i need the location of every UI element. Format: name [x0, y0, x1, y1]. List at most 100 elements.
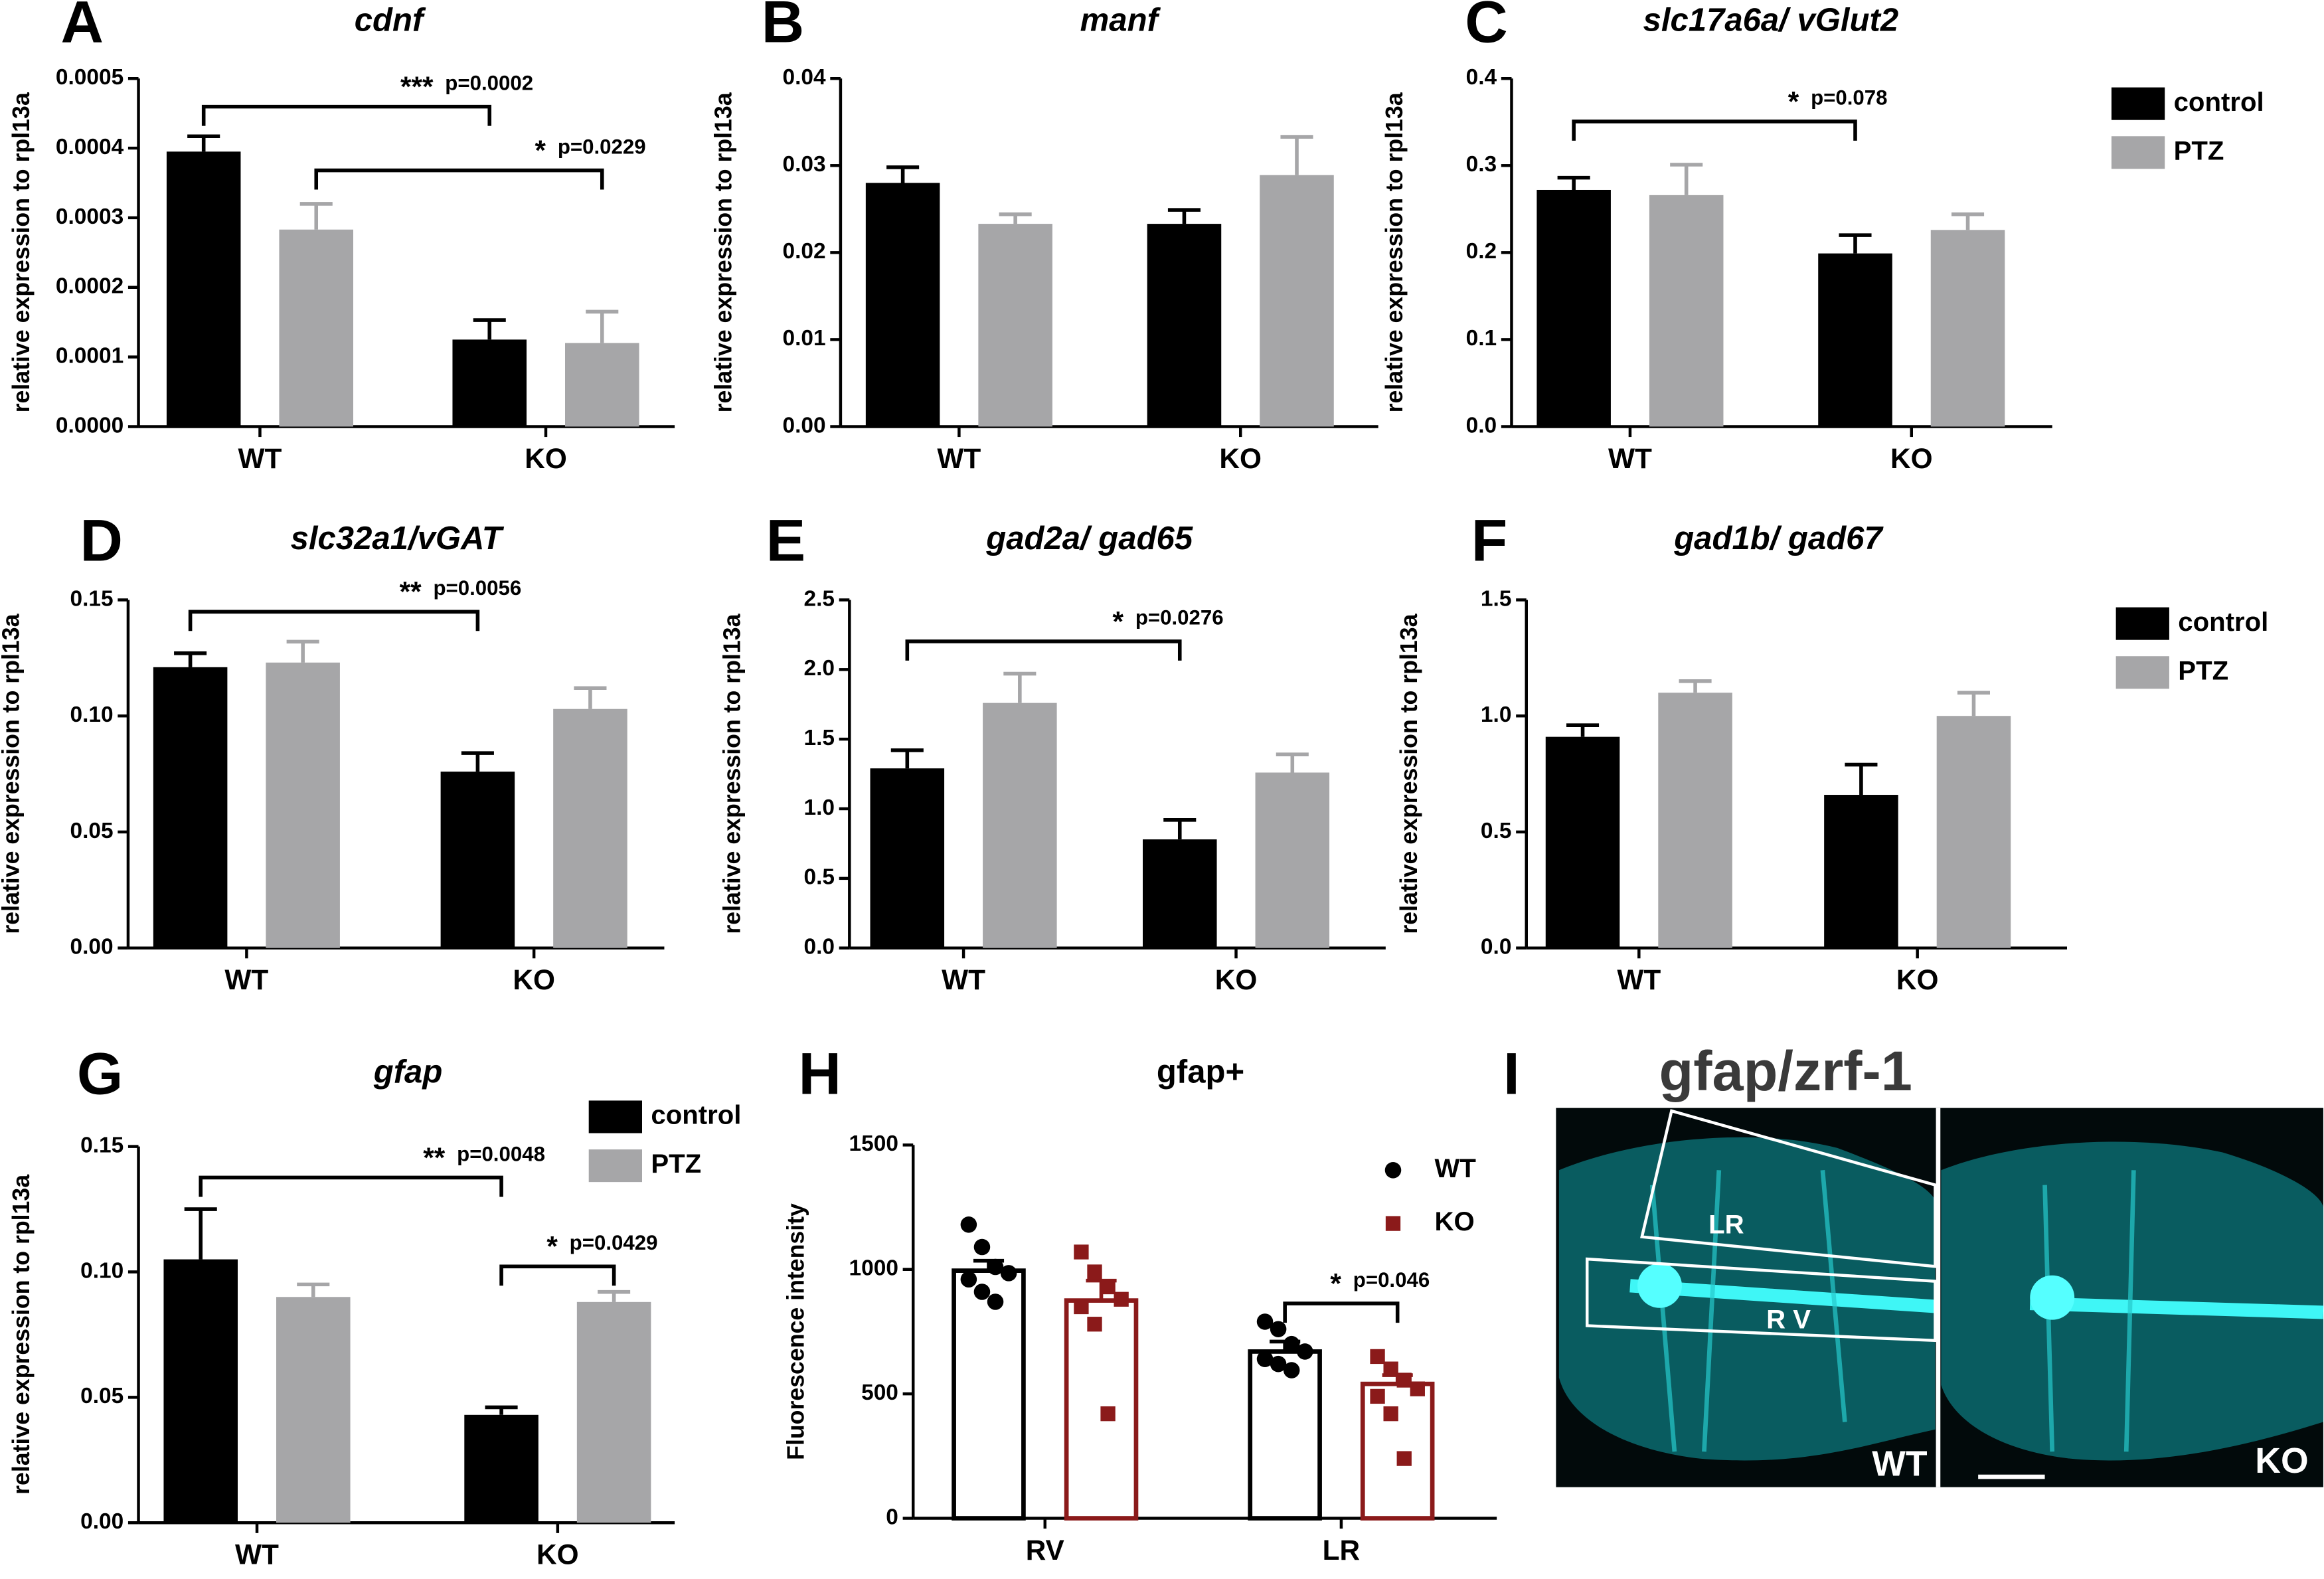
y-tick-label: 0.01: [782, 326, 825, 351]
x-tick-label: KO: [1215, 964, 1258, 995]
y-tick-label: 1500: [849, 1131, 898, 1156]
error-bar: [187, 134, 220, 152]
legend-marker: [1384, 1162, 1402, 1179]
data-point: [1383, 1361, 1398, 1376]
y-tick-label: 0.02: [782, 239, 825, 264]
y-tick-label: 0.10: [70, 703, 113, 727]
y-axis-label: relative expression to rpl13a: [8, 1174, 35, 1495]
data-point: [1087, 1264, 1102, 1280]
error-bar: [299, 202, 333, 230]
error-bar: [1167, 208, 1201, 224]
x-tick-label: WT: [235, 1539, 279, 1570]
significance-bracket: [201, 104, 492, 126]
chart-title: slc17a6a/ vGlut2: [1643, 2, 1899, 38]
y-tick-label: 2.0: [803, 656, 835, 681]
legend-label: KO: [1434, 1206, 1474, 1236]
significance-stars: **: [423, 1142, 445, 1173]
p-value: p=0.0048: [457, 1142, 545, 1165]
y-axis-label: relative expression to rpl13a: [1396, 613, 1422, 934]
bar: [1936, 716, 2011, 948]
panel-letter: H: [798, 1040, 841, 1107]
significance-bracket: [314, 168, 604, 190]
data-point: [1370, 1388, 1385, 1404]
y-tick-label: 0.1: [1466, 326, 1497, 351]
legend-swatch: [2111, 87, 2165, 120]
x-tick-label: KO: [1896, 964, 1939, 995]
image-title: gfap/zrf-1: [1659, 1039, 1912, 1102]
data-point: [973, 1238, 991, 1256]
y-tick-label: 0.5: [1481, 819, 1512, 843]
bar: [565, 343, 639, 427]
y-tick-label: 0.0003: [56, 205, 124, 229]
x-tick-label: LR: [1323, 1535, 1361, 1566]
bar: [276, 1297, 351, 1523]
roi-lr: [1640, 1109, 1937, 1268]
x-tick-label: KO: [537, 1539, 579, 1570]
legend-marker: [1385, 1216, 1401, 1231]
data-point: [1087, 1317, 1102, 1332]
y-tick-label: 2.5: [803, 586, 835, 611]
data-point: [1100, 1279, 1116, 1295]
legend-label: control: [2178, 607, 2268, 637]
panel-letter: E: [766, 507, 806, 574]
y-axis-label: relative expression to rpl13a: [8, 92, 35, 412]
data-point: [960, 1216, 977, 1233]
significance-stars: *: [1112, 606, 1123, 637]
error-bar: [1951, 212, 1985, 230]
chart-title: gad2a/ gad65: [985, 521, 1193, 556]
error-bar: [1280, 135, 1313, 175]
significance-bracket: [905, 639, 1182, 661]
data-point: [987, 1293, 1004, 1310]
y-tick-label: 0.0: [1481, 935, 1512, 959]
bar: [153, 667, 228, 948]
y-tick-label: 0.05: [80, 1384, 124, 1408]
x-tick-label: KO: [525, 443, 567, 474]
panel-letter: B: [762, 0, 804, 55]
roi-rv: [1586, 1257, 1937, 1343]
y-tick-label: 0.10: [80, 1258, 124, 1283]
data-point: [1410, 1381, 1425, 1396]
p-value: p=0.0276: [1135, 606, 1224, 629]
error-bar: [485, 1405, 518, 1415]
data-point: [987, 1258, 1004, 1276]
y-tick-label: 1.5: [803, 726, 835, 750]
y-tick-label: 1.0: [1481, 703, 1512, 727]
y-tick-label: 1.5: [1481, 586, 1512, 611]
y-tick-label: 0.04: [782, 65, 826, 90]
data-point: [1270, 1355, 1287, 1372]
error-bar: [174, 651, 207, 667]
data-point: [1000, 1265, 1017, 1282]
bar: [1930, 230, 2005, 427]
bar: [1545, 736, 1620, 948]
error-bar: [1845, 762, 1878, 795]
significance-bracket: [188, 610, 480, 631]
bar: [1649, 195, 1724, 427]
data-point: [973, 1284, 991, 1300]
error-bar: [890, 748, 924, 769]
significance-stars: ***: [400, 71, 434, 102]
error-bar: [1670, 163, 1703, 195]
x-tick-label: WT: [942, 964, 985, 995]
bar: [978, 224, 1052, 427]
y-tick-label: 0.0005: [56, 65, 124, 90]
error-bar: [574, 686, 607, 709]
bar: [553, 708, 627, 948]
bar: [1818, 253, 1892, 427]
panel-letter: I: [1503, 1040, 1520, 1107]
roi-label: R V: [1766, 1304, 1811, 1334]
legend-label: WT: [1434, 1153, 1476, 1183]
data-point: [1100, 1406, 1116, 1422]
x-tick-label: KO: [1219, 443, 1262, 474]
y-tick-label: 0.00: [70, 935, 113, 959]
legend-swatch: [2116, 656, 2169, 689]
cell-cluster: [2030, 1275, 2075, 1320]
genotype-label: WT: [1872, 1445, 1928, 1484]
roi-label: LR: [1708, 1210, 1744, 1240]
y-tick-label: 0.03: [782, 152, 825, 177]
bar: [279, 229, 353, 427]
panel-letter: G: [77, 1040, 123, 1107]
